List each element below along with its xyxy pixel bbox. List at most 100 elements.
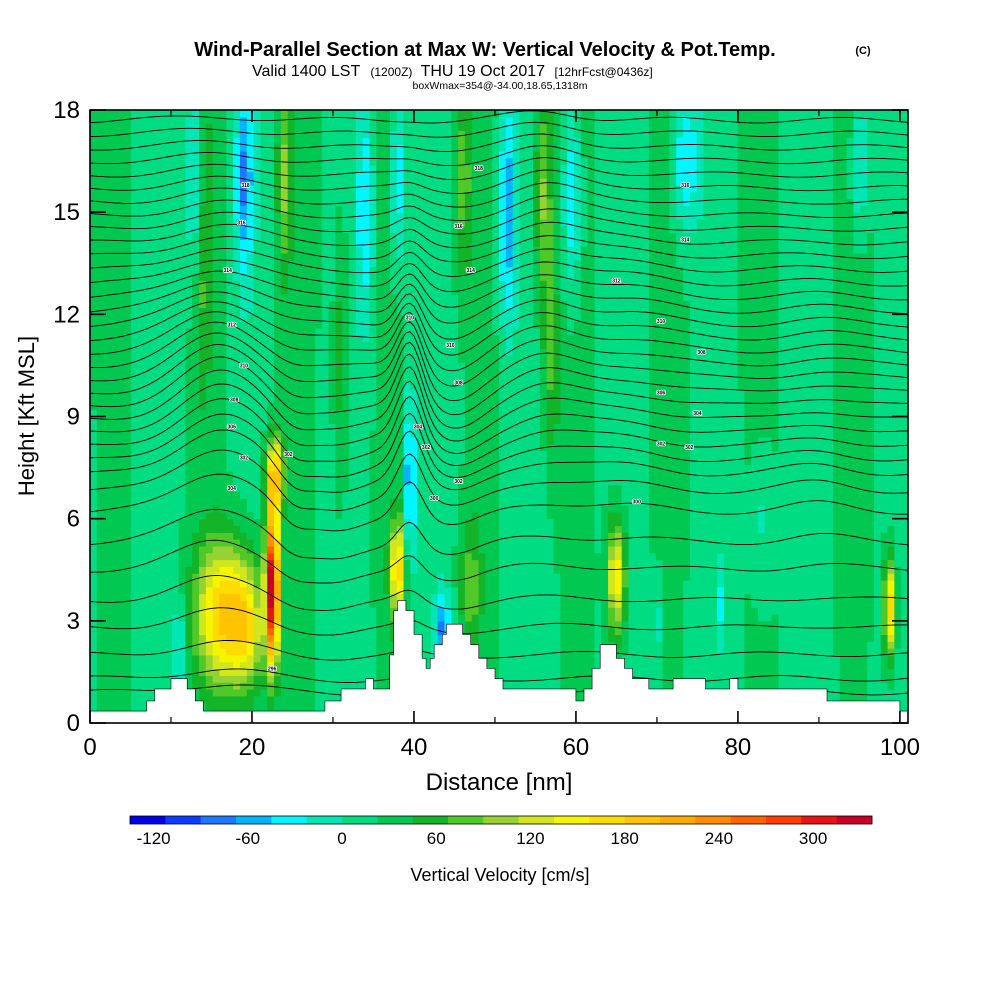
velocity-cell xyxy=(424,559,432,567)
velocity-cell xyxy=(383,123,391,132)
velocity-cell xyxy=(226,464,234,472)
velocity-cell xyxy=(124,695,132,704)
velocity-cell xyxy=(96,634,105,642)
velocity-cell xyxy=(403,110,411,118)
velocity-cell xyxy=(130,525,139,533)
velocity-cell xyxy=(451,287,459,295)
velocity-cell xyxy=(137,620,146,629)
velocity-cell xyxy=(110,518,118,527)
velocity-cell xyxy=(96,157,105,166)
velocity-cell xyxy=(110,532,118,540)
velocity-cell xyxy=(321,498,330,506)
velocity-cell xyxy=(396,205,405,213)
velocity-cell xyxy=(308,334,316,343)
velocity-cell xyxy=(349,450,357,458)
velocity-cell xyxy=(314,307,323,315)
velocity-cell xyxy=(178,559,187,567)
velocity-cell xyxy=(103,171,112,179)
velocity-cell xyxy=(199,382,207,390)
velocity-cell xyxy=(158,130,166,138)
velocity-cell xyxy=(321,280,330,288)
velocity-cell xyxy=(164,430,173,438)
velocity-cell xyxy=(117,144,125,152)
velocity-cell xyxy=(287,505,296,513)
velocity-cell xyxy=(130,600,139,608)
velocity-cell xyxy=(308,382,316,390)
velocity-cell xyxy=(124,150,132,159)
velocity-cell xyxy=(424,232,432,241)
velocity-cell xyxy=(410,559,418,567)
velocity-cell xyxy=(178,498,187,506)
velocity-cell xyxy=(335,321,343,329)
velocity-cell xyxy=(199,416,207,424)
velocity-cell xyxy=(424,620,432,629)
velocity-cell xyxy=(287,382,296,390)
velocity-cell xyxy=(403,253,411,261)
velocity-cell xyxy=(396,382,405,390)
velocity-cell xyxy=(458,573,466,581)
velocity-cell xyxy=(96,396,105,404)
velocity-cell xyxy=(437,402,446,411)
velocity-cell xyxy=(294,675,302,683)
velocity-cell xyxy=(130,634,139,642)
velocity-cell xyxy=(369,443,377,452)
velocity-cell xyxy=(219,409,227,418)
velocity-cell xyxy=(383,253,391,261)
velocity-cell xyxy=(389,402,398,411)
velocity-cell xyxy=(301,682,309,690)
velocity-cell xyxy=(342,559,350,567)
velocity-cell xyxy=(335,382,343,390)
velocity-cell xyxy=(349,430,357,438)
velocity-cell xyxy=(369,266,377,275)
velocity-cell xyxy=(103,634,112,642)
velocity-cell xyxy=(376,641,384,649)
velocity-cell xyxy=(151,498,159,506)
velocity-cell xyxy=(417,586,425,595)
velocity-cell xyxy=(267,382,275,390)
velocity-cell xyxy=(96,171,105,179)
velocity-cell xyxy=(226,545,234,554)
velocity-cell xyxy=(294,423,302,431)
velocity-cell xyxy=(280,457,289,465)
velocity-cell xyxy=(151,484,159,493)
velocity-cell xyxy=(424,191,432,200)
velocity-cell xyxy=(287,239,296,247)
velocity-cell xyxy=(90,634,98,642)
velocity-cell xyxy=(403,518,411,527)
velocity-cell xyxy=(239,525,248,533)
velocity-cell xyxy=(117,157,125,166)
velocity-cell xyxy=(342,470,350,479)
velocity-cell xyxy=(267,559,275,567)
velocity-cell xyxy=(458,341,466,349)
velocity-cell xyxy=(328,314,336,322)
velocity-cell xyxy=(396,321,405,329)
velocity-cell xyxy=(362,178,371,186)
velocity-cell xyxy=(137,430,146,438)
velocity-cell xyxy=(335,688,343,697)
velocity-cell xyxy=(376,184,384,193)
velocity-cell xyxy=(301,443,309,452)
velocity-cell xyxy=(130,293,139,302)
velocity-cell xyxy=(212,702,221,710)
velocity-cell xyxy=(90,225,98,234)
velocity-cell xyxy=(192,178,200,186)
velocity-cell xyxy=(124,688,132,697)
velocity-cell xyxy=(369,511,377,520)
velocity-cell xyxy=(424,532,432,540)
velocity-cell xyxy=(192,532,200,540)
velocity-cell xyxy=(362,654,371,663)
velocity-cell xyxy=(437,110,446,118)
velocity-cell xyxy=(301,225,309,234)
velocity-cell xyxy=(389,184,398,193)
velocity-cell xyxy=(219,382,227,390)
velocity-cell xyxy=(151,157,159,166)
velocity-cell xyxy=(260,579,268,588)
velocity-cell xyxy=(205,586,214,595)
velocity-cell xyxy=(253,505,262,513)
velocity-cell xyxy=(239,620,248,629)
velocity-cell xyxy=(233,184,241,193)
velocity-cell xyxy=(308,668,316,676)
velocity-cell xyxy=(144,144,152,152)
velocity-cell xyxy=(103,416,112,424)
velocity-cell xyxy=(308,239,316,247)
